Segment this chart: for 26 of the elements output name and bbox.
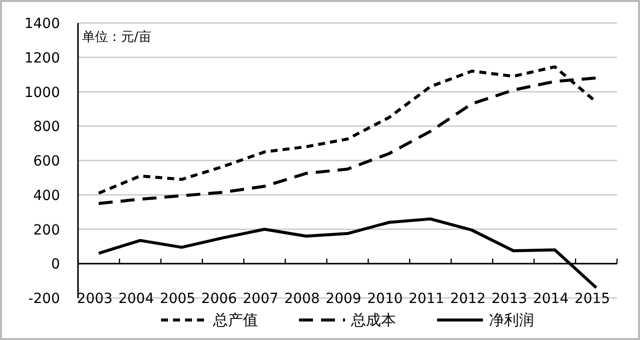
x-tick-label: 2005 bbox=[160, 291, 196, 307]
y-tick-label: 1400 bbox=[24, 16, 60, 32]
y-tick-label: 1200 bbox=[24, 50, 60, 66]
x-tick-label: 2004 bbox=[118, 291, 154, 307]
y-tick-label: -200 bbox=[28, 291, 60, 307]
y-tick-label: 1000 bbox=[24, 84, 60, 101]
x-tick-label: 2010 bbox=[367, 291, 403, 307]
x-tick-label: 2007 bbox=[242, 291, 278, 307]
y-tick-label: 400 bbox=[33, 188, 60, 204]
y-tick-label: 600 bbox=[33, 154, 60, 170]
x-tick-label: 2015 bbox=[574, 291, 610, 307]
x-tick-label: 2009 bbox=[326, 291, 362, 307]
y-tick-label: 200 bbox=[33, 222, 60, 238]
x-tick-label: 2008 bbox=[284, 291, 320, 307]
x-tick-label: 2006 bbox=[201, 291, 238, 307]
legend-label: 总成本 bbox=[350, 311, 396, 329]
y-tick-label: 800 bbox=[33, 119, 60, 136]
annotation: 单位：元/亩 bbox=[82, 29, 152, 45]
legend-label: 总产值 bbox=[212, 311, 258, 329]
x-tick-label: 2011 bbox=[408, 291, 444, 307]
x-tick-label: 2003 bbox=[76, 291, 113, 307]
x-tick-label: 2012 bbox=[450, 291, 486, 307]
y-tick-label: 0 bbox=[51, 256, 60, 273]
x-tick-label: 2013 bbox=[492, 291, 528, 307]
x-tick-label: 2014 bbox=[532, 291, 569, 307]
legend-label: 净利润 bbox=[489, 311, 534, 329]
